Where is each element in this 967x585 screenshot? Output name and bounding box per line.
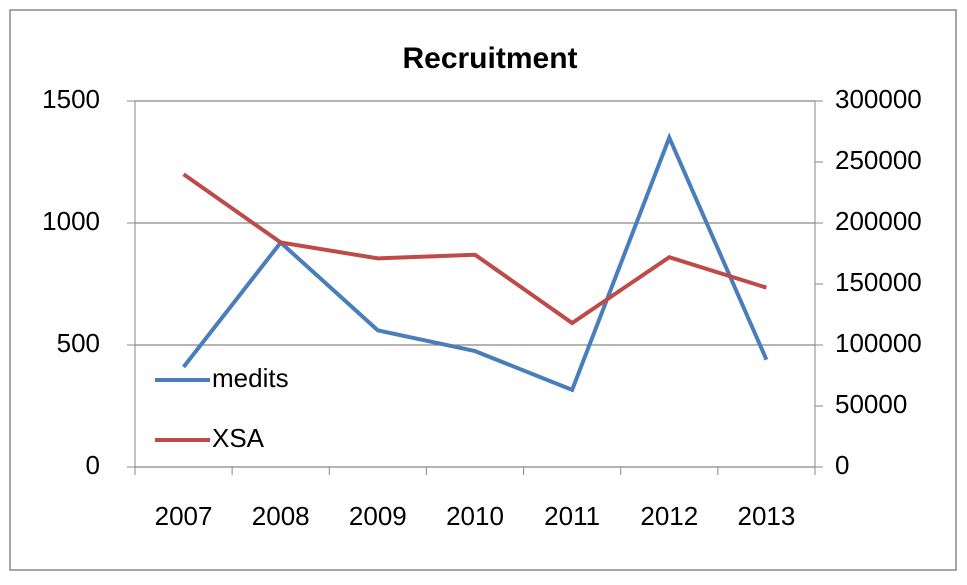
y2-tick-label: 0: [835, 450, 849, 480]
y2-tick-label: 100000: [835, 328, 922, 358]
x-tick-label: 2007: [155, 501, 213, 531]
x-tick-label: 2009: [349, 501, 407, 531]
y2-tick-label: 200000: [835, 206, 922, 236]
y-tick-label: 1500: [42, 84, 100, 114]
y2-tick-label: 250000: [835, 145, 922, 175]
series-line: [182, 172, 768, 326]
legend-label: XSA: [212, 423, 265, 453]
y2-tick-label: 50000: [835, 389, 907, 419]
y2-tick-label: 150000: [835, 267, 922, 297]
x-tick-label: 2013: [738, 501, 796, 531]
x-tick-label: 2010: [446, 501, 504, 531]
y-tick-label: 0: [86, 450, 100, 480]
y-tick-label: 1000: [42, 206, 100, 236]
chart-border: [9, 9, 957, 571]
x-tick-label: 2012: [640, 501, 698, 531]
legend-label: medits: [212, 363, 289, 393]
x-tick-label: 2008: [252, 501, 310, 531]
x-tick-label: 2011: [544, 501, 600, 531]
chart-title: Recruitment: [402, 42, 577, 75]
y2-tick-label: 300000: [835, 84, 922, 114]
y-tick-label: 500: [57, 328, 100, 358]
